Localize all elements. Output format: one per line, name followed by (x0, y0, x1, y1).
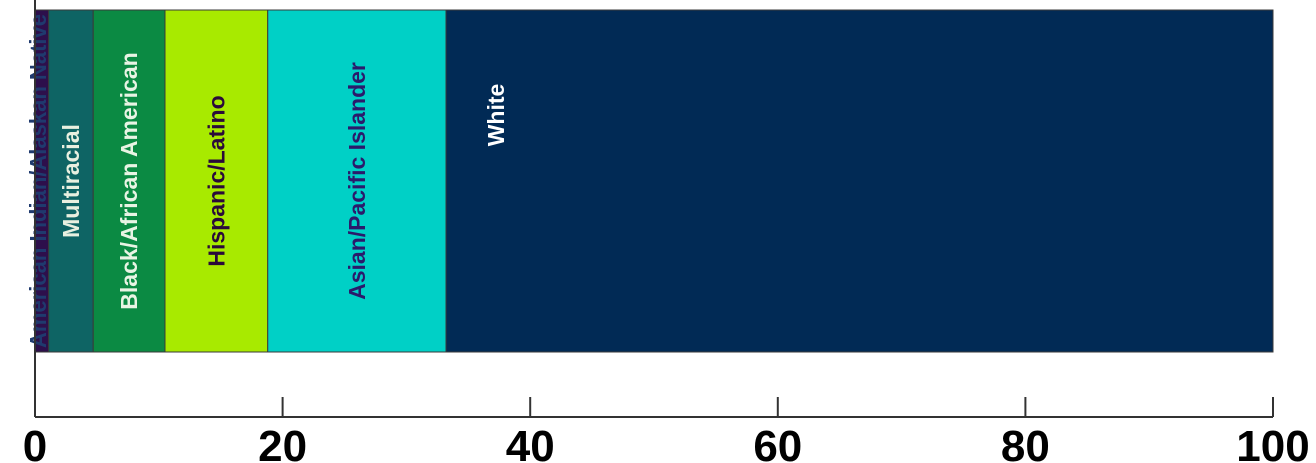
x-axis: 0 20 40 60 80 100 (23, 0, 1310, 463)
bar-segment-white (445, 9, 1274, 353)
segment-label-hispanic-latino: Hispanic/Latino (203, 95, 229, 266)
bar-segment-hispanic-latino (164, 9, 269, 353)
segment-label-asian-pacific-islander: Asian/Pacific Islander (344, 62, 370, 300)
bar-segment-multiracial (48, 9, 94, 353)
x-tick-label-40: 40 (506, 422, 555, 463)
bar-segments (34, 9, 1274, 353)
segment-labels: American Indian/Alaskan Native Multiracia… (25, 14, 509, 348)
x-tick-label-80: 80 (1001, 422, 1050, 463)
x-tick-label-20: 20 (258, 422, 307, 463)
x-tick-label-60: 60 (753, 422, 802, 463)
segment-label-multiracial: Multiracial (58, 124, 84, 238)
bar-segment-black-african-american (92, 9, 166, 353)
x-tick-label-0: 0 (23, 422, 47, 463)
x-tick-label-100: 100 (1236, 422, 1309, 463)
segment-label-black-african-american: Black/African American (116, 52, 142, 309)
segment-label-white: White (483, 84, 509, 147)
segment-label-american-indian-alaskan-native: American Indian/Alaskan Native (25, 14, 51, 348)
bar-segment-asian-pacific-islander (267, 9, 447, 353)
